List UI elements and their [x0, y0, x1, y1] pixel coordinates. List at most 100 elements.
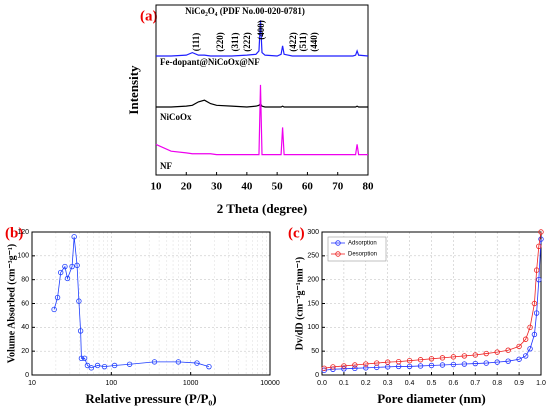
marker [126, 361, 133, 367]
series-line [324, 239, 542, 371]
x-tick-label: 0.0 [317, 380, 327, 387]
marker [494, 359, 500, 365]
annotation: (111) [191, 33, 201, 52]
x-tick-label: 10 [151, 181, 163, 193]
marker [428, 356, 435, 362]
panel-label: (c) [288, 225, 305, 241]
marker [101, 363, 108, 370]
x-axis-label: Relative pressure (P/P₀) [85, 391, 216, 406]
annotation: (311) [230, 32, 240, 51]
x-tick-label: 0.7 [470, 380, 480, 387]
x-axis-label: Pore diameter (nm) [377, 391, 486, 406]
marker [417, 363, 424, 369]
marker [51, 306, 57, 313]
marker [505, 347, 511, 353]
marker [522, 336, 529, 342]
marker [483, 360, 489, 366]
y-tick-label: 20 [21, 348, 29, 355]
y-tick-label: 250 [307, 253, 319, 260]
marker [74, 262, 80, 269]
marker [483, 350, 489, 357]
marker [536, 276, 542, 283]
plot-frame [155, 4, 369, 176]
marker [533, 310, 540, 316]
marker [533, 267, 540, 273]
x-tick-label: 100 [105, 380, 117, 387]
y-tick-label: 100 [307, 324, 319, 331]
marker [352, 365, 358, 372]
marker [538, 236, 544, 242]
x-tick-label: 70 [332, 181, 344, 193]
series-line [53, 236, 210, 369]
y-tick-label: 200 [307, 277, 319, 284]
series-line [156, 99, 368, 108]
marker [69, 263, 75, 270]
series-label: NF [160, 161, 172, 171]
marker [461, 361, 468, 367]
y-tick-label: 100 [17, 253, 29, 260]
x-tick-label: 0.3 [383, 380, 393, 387]
marker [341, 363, 347, 369]
x-tick-label: 0.6 [449, 380, 459, 387]
marker [77, 328, 84, 334]
marker [395, 358, 402, 365]
marker [81, 355, 88, 362]
y-tick-label: 0 [25, 372, 29, 379]
y-tick-label: 0 [315, 372, 319, 379]
panel-label: (b) [5, 225, 23, 241]
x-tick-label: 20 [181, 181, 193, 193]
legend-label: Adsorption [348, 241, 377, 247]
y-tick-label: 120 [17, 229, 29, 236]
marker [352, 362, 358, 368]
y-axis-label: Dv/dD (cm⁻³g⁻¹nm⁻¹) [294, 257, 305, 350]
x-tick-label: 1000 [183, 380, 199, 387]
marker [516, 343, 522, 350]
marker [330, 364, 336, 370]
x-tick-label: 40 [241, 181, 253, 193]
annotation: (220) [215, 32, 225, 52]
marker [88, 365, 95, 371]
marker [494, 349, 500, 355]
marker [450, 354, 457, 360]
legend-label: Desorption [348, 252, 377, 258]
x-tick-label: 80 [363, 181, 375, 193]
annotation: (422) [288, 32, 298, 52]
marker [428, 362, 435, 369]
y-tick-label: 80 [21, 277, 29, 284]
x-tick-label: 0.9 [514, 380, 524, 387]
x-tick-label: 60 [302, 181, 314, 193]
marker [527, 324, 533, 331]
annotation: NiCo₂O₄ (PDF No.00-020-0781) [185, 6, 305, 16]
marker [64, 275, 71, 282]
marker [531, 331, 538, 338]
marker [461, 353, 468, 359]
marker [536, 243, 542, 249]
marker [505, 358, 511, 364]
marker [472, 360, 478, 367]
y-tick-label: 50 [311, 348, 319, 355]
marker [76, 298, 82, 304]
series-line [155, 84, 368, 156]
marker [406, 363, 413, 370]
x-tick-label: 10000 [260, 380, 280, 387]
marker [522, 353, 529, 359]
marker [374, 360, 380, 366]
plot-frame [31, 231, 271, 376]
x-tick-label: 0.4 [405, 380, 415, 387]
marker [363, 361, 369, 367]
x-tick-label: 10 [28, 380, 36, 387]
marker [417, 357, 424, 363]
y-tick-label: 150 [307, 300, 319, 307]
x-tick-label: 30 [211, 181, 223, 193]
marker [385, 359, 391, 365]
y-tick-label: 300 [307, 229, 319, 236]
marker [527, 346, 533, 352]
annotation: (440) [309, 32, 319, 52]
y-axis-label: Intensity [126, 65, 141, 115]
y-axis-label: Volume Absorbed (cm⁻³g⁻¹) [6, 244, 17, 364]
marker [406, 358, 413, 364]
marker [111, 362, 118, 369]
marker [363, 365, 369, 371]
series-label: Fe-dopant@NiCoOx@NF [160, 57, 260, 67]
